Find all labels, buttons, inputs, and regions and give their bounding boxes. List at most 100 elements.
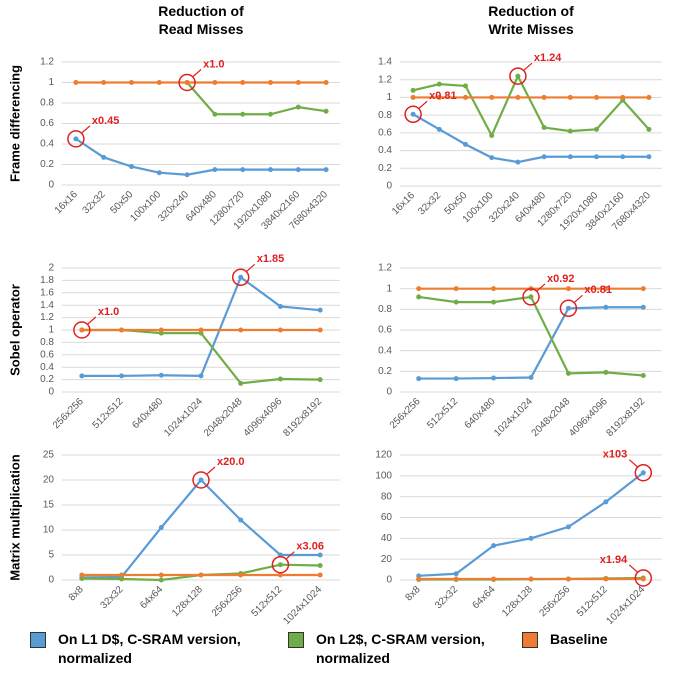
annotation-arrow [286, 551, 295, 560]
data-point [410, 111, 416, 117]
data-point [119, 327, 125, 333]
data-point [528, 576, 534, 582]
data-point [184, 172, 190, 178]
y-tick-label: 1 [386, 92, 392, 103]
data-point [156, 80, 162, 85]
data-point [541, 154, 547, 160]
data-point [317, 307, 323, 313]
x-tick-label: 512x512 [250, 584, 285, 619]
data-point [463, 94, 468, 100]
data-point [295, 80, 301, 85]
y-tick-label: 1.2 [378, 74, 392, 85]
series-line [81, 478, 321, 579]
annotation-circle [634, 569, 653, 587]
data-point [565, 370, 571, 376]
x-tick-label: 32x32 [99, 584, 126, 611]
data-point [268, 111, 273, 117]
data-point [79, 572, 85, 578]
data-point [212, 80, 218, 85]
annotation-arrow [536, 283, 546, 292]
data-point [129, 80, 134, 85]
y-tick-label: 60 [381, 512, 393, 523]
y-tick-label: 0.8 [378, 304, 392, 315]
data-point [295, 104, 301, 110]
series-line [418, 295, 644, 377]
data-point [277, 572, 283, 578]
annotation-label: x1.0 [203, 58, 224, 70]
data-point [491, 576, 497, 582]
data-point [603, 576, 609, 582]
data-point [158, 372, 164, 378]
data-point [198, 373, 204, 379]
data-point [491, 375, 497, 381]
data-point [565, 576, 571, 582]
data-point [436, 126, 442, 132]
data-point [603, 304, 609, 310]
data-point [184, 80, 190, 85]
data-point [640, 286, 646, 292]
data-point [212, 167, 218, 173]
y-tick-label: 1.2 [40, 57, 54, 68]
y-tick-label: 0.8 [40, 98, 54, 109]
x-tick-label: 256x256 [388, 396, 423, 431]
y-tick-label: 0.6 [40, 349, 54, 360]
data-point [489, 94, 495, 100]
data-point [238, 380, 244, 386]
data-point [463, 83, 468, 89]
y-tick-label: 0.2 [40, 159, 54, 170]
data-point [565, 305, 571, 311]
annotation-arrow [523, 62, 533, 71]
data-point [323, 167, 329, 173]
data-point [238, 572, 244, 578]
y-tick-label: 1.8 [40, 275, 54, 286]
data-point [453, 576, 459, 582]
data-point [436, 94, 442, 100]
y-tick-label: 0.2 [378, 163, 392, 174]
x-tick-label: 256x256 [538, 584, 573, 619]
series-line [412, 113, 649, 164]
data-point [541, 94, 547, 100]
y-tick-label: 100 [375, 470, 392, 481]
legend-label: Baseline [550, 631, 608, 647]
data-point [73, 80, 79, 85]
y-tick-label: 0.4 [378, 345, 392, 356]
data-point [620, 154, 626, 160]
y-tick-label: 120 [375, 450, 392, 461]
x-tick-label: 128x128 [170, 584, 205, 619]
data-point [567, 154, 573, 160]
legend-label: On L1 D$, C-SRAM version, normalized [58, 631, 241, 666]
data-point [453, 299, 459, 305]
column-title: Reduction of Read Misses [158, 3, 244, 37]
data-point [323, 108, 329, 114]
data-point [277, 376, 283, 382]
annotation-arrow [246, 263, 256, 272]
y-tick-label: 1.4 [40, 300, 54, 311]
x-tick-label: 8x8 [404, 584, 423, 603]
data-point [541, 125, 547, 131]
data-point [603, 286, 609, 292]
data-point [295, 167, 301, 173]
x-tick-label: 640x480 [463, 396, 498, 431]
x-tick-label: 1024x1024 [492, 396, 535, 439]
annotation-label: x1.94 [600, 554, 628, 566]
data-point [640, 576, 646, 582]
data-point [416, 376, 422, 382]
legend-swatch [30, 632, 46, 648]
annotation-circle [178, 73, 196, 92]
data-point [515, 94, 521, 100]
data-point [491, 543, 497, 549]
data-point [73, 136, 79, 142]
data-point [198, 327, 204, 333]
data-point [491, 286, 497, 292]
annotation-circle [192, 471, 210, 489]
x-tick-label: 8192x8192 [604, 396, 647, 439]
annotation-label: x103 [603, 449, 627, 461]
data-point [491, 299, 497, 305]
x-tick-label: 64x64 [471, 584, 498, 611]
y-tick-label: 1.4 [378, 57, 392, 68]
data-point [277, 327, 283, 333]
x-tick-label: 4096x4096 [242, 396, 285, 439]
data-point [240, 111, 246, 117]
x-tick-label: 512x512 [425, 396, 460, 431]
